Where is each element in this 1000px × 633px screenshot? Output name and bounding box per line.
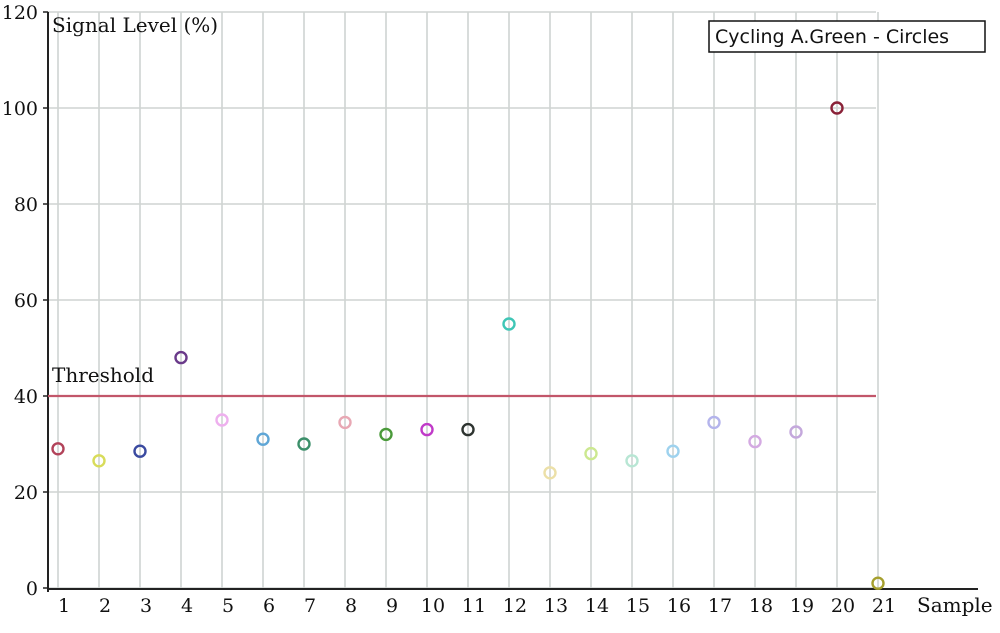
y-tick-label: 20	[14, 482, 38, 504]
x-tick-label: 19	[790, 595, 814, 617]
x-tick-label: 4	[181, 595, 193, 617]
data-point	[297, 437, 311, 451]
data-point	[51, 442, 65, 456]
grid	[48, 11, 879, 589]
x-tick-label: 9	[386, 595, 398, 617]
data-point	[256, 432, 270, 446]
x-tick-label: 17	[708, 595, 732, 617]
data-points	[51, 101, 885, 590]
x-tick-label: 1	[58, 595, 70, 617]
y-axis-title: Signal Level (%)	[52, 13, 218, 37]
data-point	[543, 466, 557, 480]
data-point	[871, 576, 885, 590]
x-axis-title: Sample	[917, 593, 993, 617]
data-point	[502, 317, 516, 331]
y-tick-label: 100	[2, 98, 38, 120]
y-tick-label: 40	[14, 386, 38, 408]
x-tick-label: 2	[99, 595, 111, 617]
data-point	[379, 427, 393, 442]
x-tick-label: 16	[667, 595, 691, 617]
x-tick-label: 10	[421, 595, 445, 617]
axes	[43, 11, 978, 592]
data-point	[707, 415, 721, 430]
data-point	[461, 422, 475, 437]
x-tick-label: 6	[263, 595, 275, 617]
x-tick-label: 7	[304, 595, 316, 617]
data-point	[789, 425, 803, 439]
threshold-label: Threshold	[52, 363, 154, 387]
data-point	[338, 415, 352, 430]
data-point	[748, 434, 762, 449]
data-point	[584, 446, 598, 461]
legend-box	[708, 20, 986, 53]
x-tick-label: 3	[140, 595, 152, 617]
x-tick-label: 13	[544, 595, 568, 617]
data-point	[174, 350, 188, 365]
data-point	[215, 413, 229, 427]
legend-label: Cycling A.Green - Circles	[715, 26, 949, 48]
x-tick-label: 18	[749, 595, 773, 617]
data-point	[625, 454, 639, 468]
x-tick-label: 20	[831, 595, 855, 617]
data-point	[666, 444, 680, 458]
y-tick-label: 80	[14, 194, 38, 216]
x-tick-label: 21	[872, 595, 896, 617]
y-tick-label: 60	[14, 290, 38, 312]
x-tick-label: 12	[503, 595, 527, 617]
data-point	[92, 454, 106, 468]
x-tick-label: 14	[585, 595, 609, 617]
data-point	[133, 444, 147, 458]
y-tick-label: 120	[2, 2, 38, 24]
legend: Cycling A.Green - Circles	[708, 20, 986, 53]
x-tick-label: 11	[462, 595, 486, 617]
x-tick-label: 5	[222, 595, 234, 617]
y-tick-label: 0	[26, 578, 38, 600]
x-tick-label: 8	[345, 595, 357, 617]
x-tick-label: 15	[626, 595, 650, 617]
data-point	[830, 101, 844, 115]
data-point	[420, 422, 434, 437]
